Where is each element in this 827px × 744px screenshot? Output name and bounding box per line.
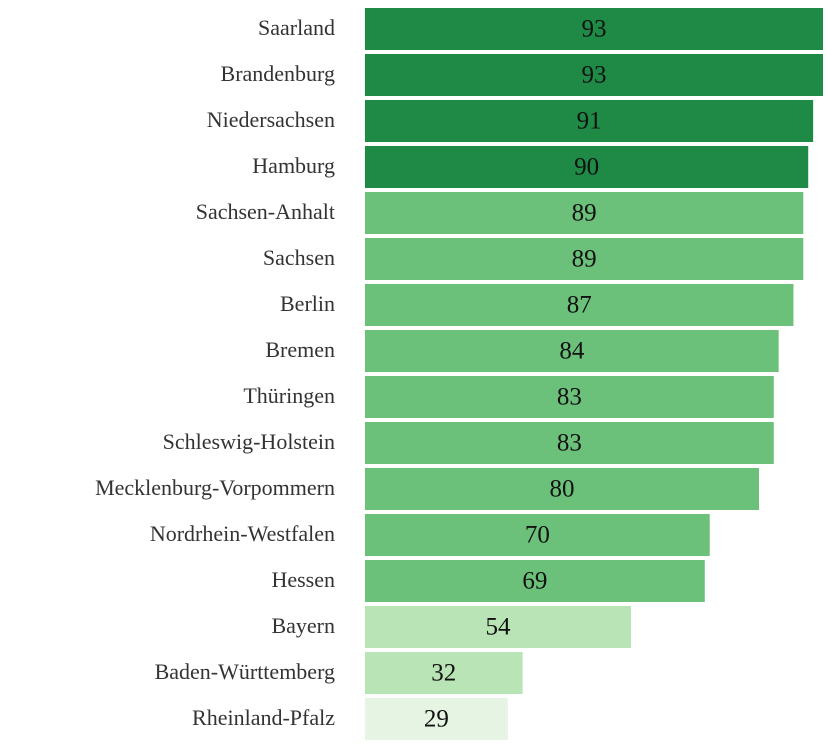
value-label: 54	[485, 614, 511, 641]
value-label: 32	[431, 660, 456, 687]
value-label: 80	[549, 476, 574, 503]
category-label: Berlin	[280, 291, 335, 316]
category-label: Schleswig-Holstein	[163, 429, 335, 454]
category-label: Nordrhein-Westfalen	[150, 521, 335, 546]
category-label: Sachsen-Anhalt	[196, 199, 335, 224]
bar	[365, 8, 823, 50]
bar	[365, 284, 794, 326]
value-label: 89	[572, 200, 597, 227]
bar	[365, 698, 508, 740]
value-label: 93	[582, 16, 607, 43]
category-label: Thüringen	[243, 383, 335, 408]
bar	[365, 192, 804, 234]
bar	[365, 606, 631, 648]
category-label: Niedersachsen	[207, 107, 335, 132]
value-label: 83	[557, 384, 582, 411]
category-label: Rheinland-Pfalz	[192, 705, 335, 730]
bar	[365, 146, 809, 188]
category-label: Hessen	[271, 567, 335, 592]
value-label: 83	[557, 430, 582, 457]
category-label: Hamburg	[252, 153, 335, 178]
bar	[365, 468, 759, 510]
bar	[365, 330, 779, 372]
value-label: 91	[577, 108, 602, 135]
value-label: 93	[582, 62, 607, 89]
value-label: 69	[522, 568, 547, 595]
value-label: 89	[572, 246, 597, 273]
category-label: Bayern	[271, 613, 335, 638]
value-label: 29	[424, 706, 449, 733]
bar	[365, 100, 814, 142]
bar	[365, 238, 804, 280]
value-label: 87	[567, 292, 592, 319]
category-label: Sachsen	[263, 245, 335, 270]
bar	[365, 376, 774, 418]
bar	[365, 652, 523, 694]
value-label: 70	[525, 522, 550, 549]
category-label: Saarland	[258, 15, 335, 40]
category-label: Mecklenburg-Vorpommern	[95, 475, 335, 500]
category-label: Brandenburg	[221, 61, 335, 86]
bar	[365, 560, 705, 602]
category-label: Baden-Württemberg	[155, 659, 335, 684]
bar	[365, 422, 774, 464]
bar	[365, 514, 710, 556]
bar	[365, 54, 823, 96]
category-label: Bremen	[265, 337, 335, 362]
value-label: 90	[574, 154, 599, 181]
value-label: 84	[559, 338, 585, 365]
